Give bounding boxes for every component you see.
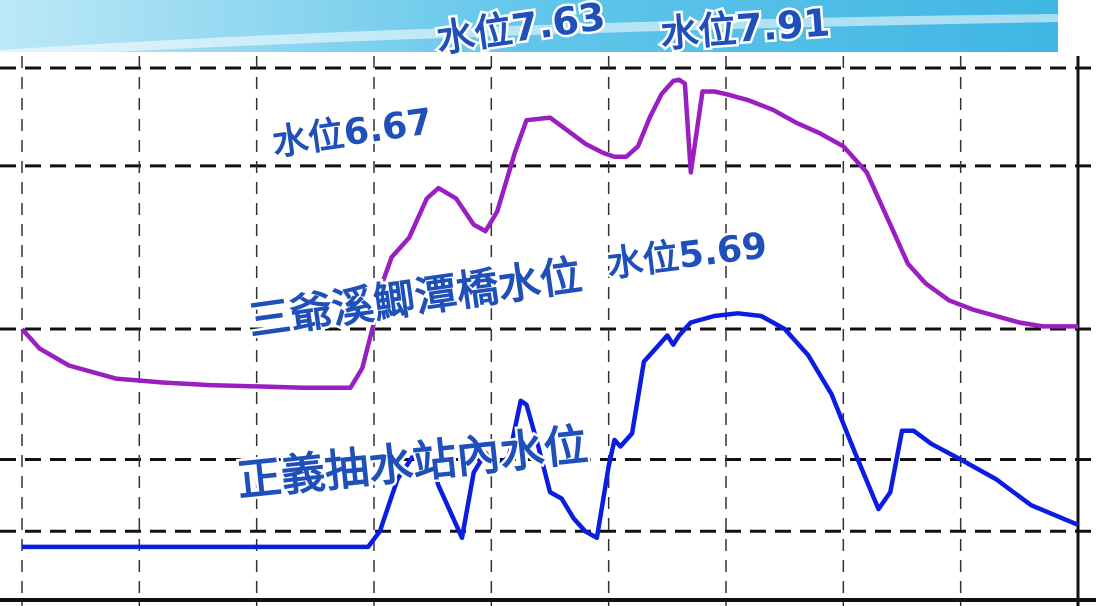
series-line-1 bbox=[22, 311, 1079, 550]
plot-background bbox=[0, 56, 1096, 606]
header-banner-swoosh bbox=[0, 14, 1058, 58]
series-line-0 bbox=[20, 77, 1078, 390]
grid-lines bbox=[0, 56, 1096, 606]
